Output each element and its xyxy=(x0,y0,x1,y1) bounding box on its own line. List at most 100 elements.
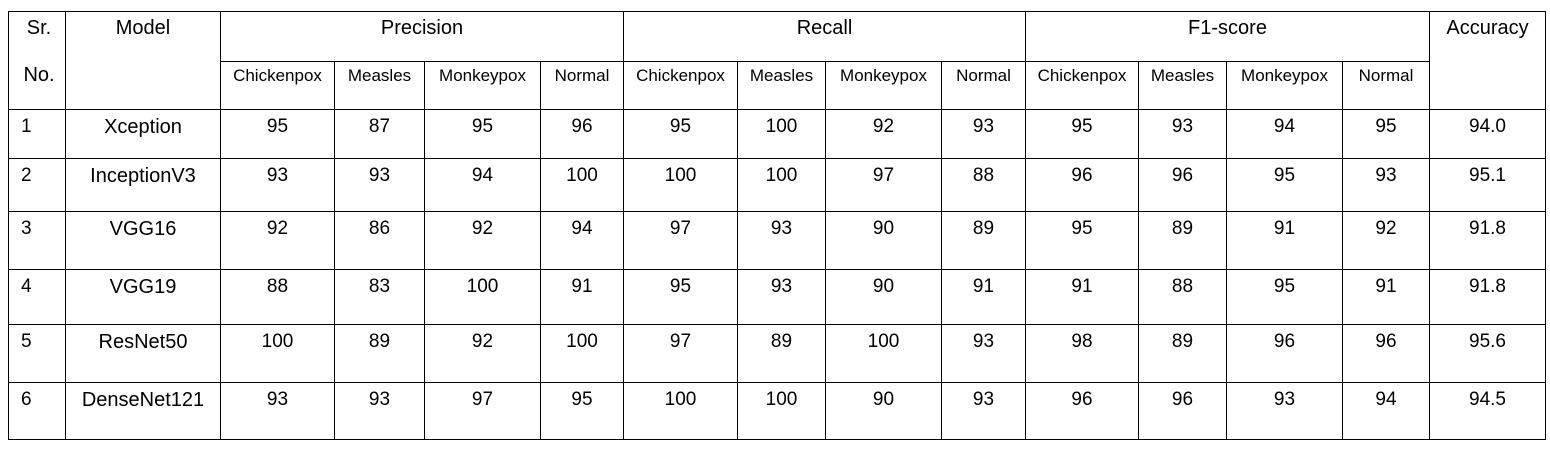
accuracy-cell: 94.0 xyxy=(1429,109,1546,159)
recall-cell: 89 xyxy=(941,211,1026,270)
accuracy-cell: 91.8 xyxy=(1429,269,1546,325)
f1-cell: 96 xyxy=(1342,324,1430,383)
precision-cell: 92 xyxy=(220,211,335,270)
precision-header: Precision xyxy=(220,11,624,62)
precision-cell: 100 xyxy=(220,324,335,383)
f1-cell: 94 xyxy=(1342,382,1430,440)
precision-cell: 94 xyxy=(540,211,624,270)
class-header: Normal xyxy=(1342,61,1430,110)
model-cell: DenseNet121 xyxy=(65,382,221,440)
class-header: Normal xyxy=(941,61,1026,110)
recall-cell: 93 xyxy=(737,211,826,270)
precision-cell: 95 xyxy=(424,109,541,159)
sr-cell: 1 xyxy=(8,109,66,159)
model-cell: Xception xyxy=(65,109,221,159)
precision-cell: 97 xyxy=(424,382,541,440)
f1-cell: 96 xyxy=(1025,382,1139,440)
sr-header-line1: Sr. xyxy=(26,17,52,39)
accuracy-cell: 95.1 xyxy=(1429,158,1546,212)
f1-cell: 95 xyxy=(1226,158,1343,212)
precision-cell: 91 xyxy=(540,269,624,325)
precision-cell: 95 xyxy=(540,382,624,440)
precision-cell: 93 xyxy=(334,382,425,440)
recall-cell: 93 xyxy=(941,382,1026,440)
f1-cell: 94 xyxy=(1226,109,1343,159)
precision-cell: 88 xyxy=(220,269,335,325)
sr-cell: 6 xyxy=(8,382,66,440)
f1-cell: 95 xyxy=(1025,211,1139,270)
recall-cell: 93 xyxy=(737,269,826,325)
recall-cell: 100 xyxy=(737,382,826,440)
precision-cell: 93 xyxy=(334,158,425,212)
sr-header-line2: No. xyxy=(23,64,55,86)
f1-cell: 98 xyxy=(1025,324,1139,383)
recall-cell: 90 xyxy=(825,269,942,325)
sr-cell: 4 xyxy=(8,269,66,325)
recall-cell: 88 xyxy=(941,158,1026,212)
class-header: Chickenpox xyxy=(623,61,738,110)
recall-cell: 90 xyxy=(825,211,942,270)
recall-cell: 95 xyxy=(623,109,738,159)
recall-cell: 93 xyxy=(941,109,1026,159)
f1-cell: 88 xyxy=(1138,269,1227,325)
f1-cell: 89 xyxy=(1138,324,1227,383)
recall-cell: 91 xyxy=(941,269,1026,325)
recall-cell: 100 xyxy=(623,158,738,212)
precision-cell: 94 xyxy=(424,158,541,212)
f1-cell: 96 xyxy=(1138,382,1227,440)
recall-header: Recall xyxy=(623,11,1026,62)
table-row: 4 VGG19 88 83 100 91 95 93 90 91 91 88 95 91 91.8 xyxy=(8,269,1546,325)
table-row: 2 InceptionV3 93 93 94 100 100 100 97 88 96 96 95 93 9… xyxy=(8,158,1546,212)
class-header: Monkeypox xyxy=(825,61,942,110)
f1-cell: 91 xyxy=(1342,269,1430,325)
recall-cell: 97 xyxy=(623,324,738,383)
recall-cell: 93 xyxy=(941,324,1026,383)
precision-cell: 92 xyxy=(424,324,541,383)
precision-cell: 95 xyxy=(220,109,335,159)
f1-cell: 91 xyxy=(1226,211,1343,270)
class-header: Normal xyxy=(540,61,624,110)
precision-cell: 100 xyxy=(540,158,624,212)
recall-cell: 95 xyxy=(623,269,738,325)
class-header: Monkeypox xyxy=(1226,61,1343,110)
sr-no-header: Sr. No. xyxy=(8,11,66,110)
sr-cell: 3 xyxy=(8,211,66,270)
recall-cell: 89 xyxy=(737,324,826,383)
class-header: Chickenpox xyxy=(220,61,335,110)
f1-cell: 92 xyxy=(1342,211,1430,270)
f1-cell: 93 xyxy=(1226,382,1343,440)
accuracy-cell: 91.8 xyxy=(1429,211,1546,270)
model-header: Model xyxy=(65,11,221,110)
f1-cell: 93 xyxy=(1138,109,1227,159)
table-row: 3 VGG16 92 86 92 94 97 93 90 89 95 89 91 92 91.8 xyxy=(8,211,1546,270)
precision-cell: 92 xyxy=(424,211,541,270)
class-header: Chickenpox xyxy=(1025,61,1139,110)
precision-cell: 86 xyxy=(334,211,425,270)
f1-cell: 89 xyxy=(1138,211,1227,270)
precision-cell: 87 xyxy=(334,109,425,159)
recall-cell: 100 xyxy=(825,324,942,383)
recall-cell: 90 xyxy=(825,382,942,440)
model-cell: ResNet50 xyxy=(65,324,221,383)
accuracy-header: Accuracy xyxy=(1429,11,1546,110)
f1-cell: 95 xyxy=(1342,109,1430,159)
recall-cell: 100 xyxy=(737,109,826,159)
class-header: Measles xyxy=(334,61,425,110)
precision-cell: 96 xyxy=(540,109,624,159)
accuracy-cell: 95.6 xyxy=(1429,324,1546,383)
recall-cell: 100 xyxy=(623,382,738,440)
f1-score-header: F1-score xyxy=(1025,11,1430,62)
recall-cell: 92 xyxy=(825,109,942,159)
f1-cell: 91 xyxy=(1025,269,1139,325)
sr-cell: 2 xyxy=(8,158,66,212)
model-cell: VGG16 xyxy=(65,211,221,270)
f1-cell: 96 xyxy=(1138,158,1227,212)
model-cell: InceptionV3 xyxy=(65,158,221,212)
model-cell: VGG19 xyxy=(65,269,221,325)
class-header: Measles xyxy=(737,61,826,110)
f1-cell: 95 xyxy=(1025,109,1139,159)
table-row: 5 ResNet50 100 89 92 100 97 89 100 93 98 89 96 96 95.6 xyxy=(8,324,1546,383)
precision-cell: 89 xyxy=(334,324,425,383)
precision-cell: 83 xyxy=(334,269,425,325)
recall-cell: 97 xyxy=(623,211,738,270)
